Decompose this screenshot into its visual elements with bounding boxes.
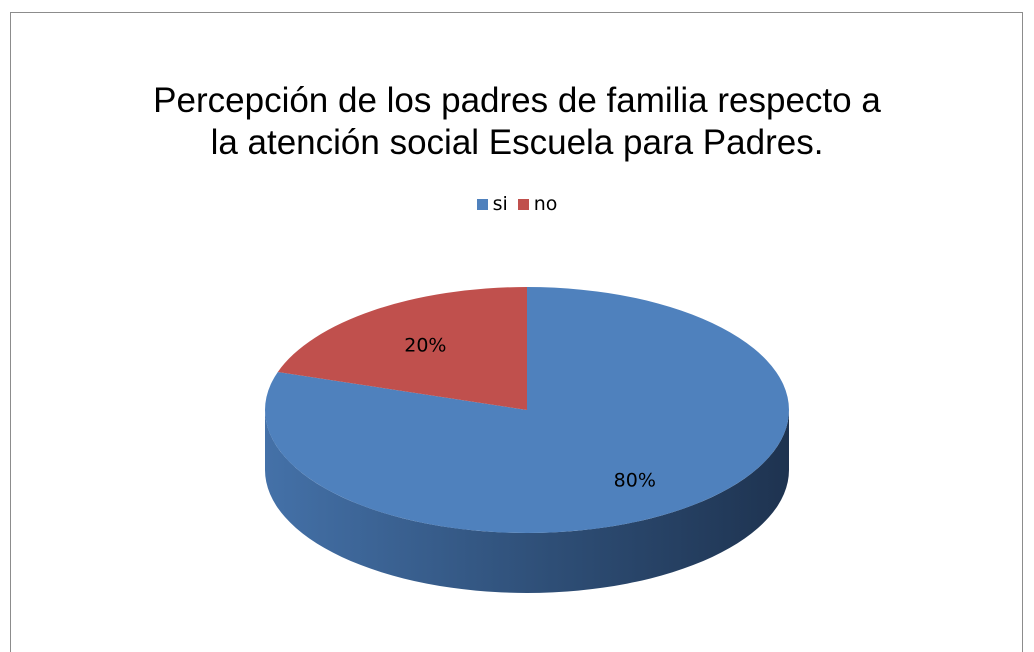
data-label-no: 20% (404, 334, 446, 356)
legend-label-si: si (492, 193, 508, 215)
legend-swatch-no (517, 198, 529, 210)
chart-title: Percepción de los padres de familia resp… (0, 80, 1034, 164)
pie-slice-si (264, 287, 789, 534)
pie-side-si (265, 410, 789, 593)
legend-item-no: no (517, 193, 558, 215)
chart-title-line-2: la atención social Escuela para Padres. (210, 123, 824, 162)
chart-title-line-1: Percepción de los padres de familia resp… (153, 81, 881, 120)
data-label-si: 80% (614, 470, 656, 492)
pie-slice-no (277, 287, 527, 410)
legend-item-si: si (476, 193, 508, 215)
legend-label-no: no (533, 193, 558, 215)
chart-legend: si no (0, 193, 1034, 215)
legend-swatch-si (476, 198, 488, 210)
